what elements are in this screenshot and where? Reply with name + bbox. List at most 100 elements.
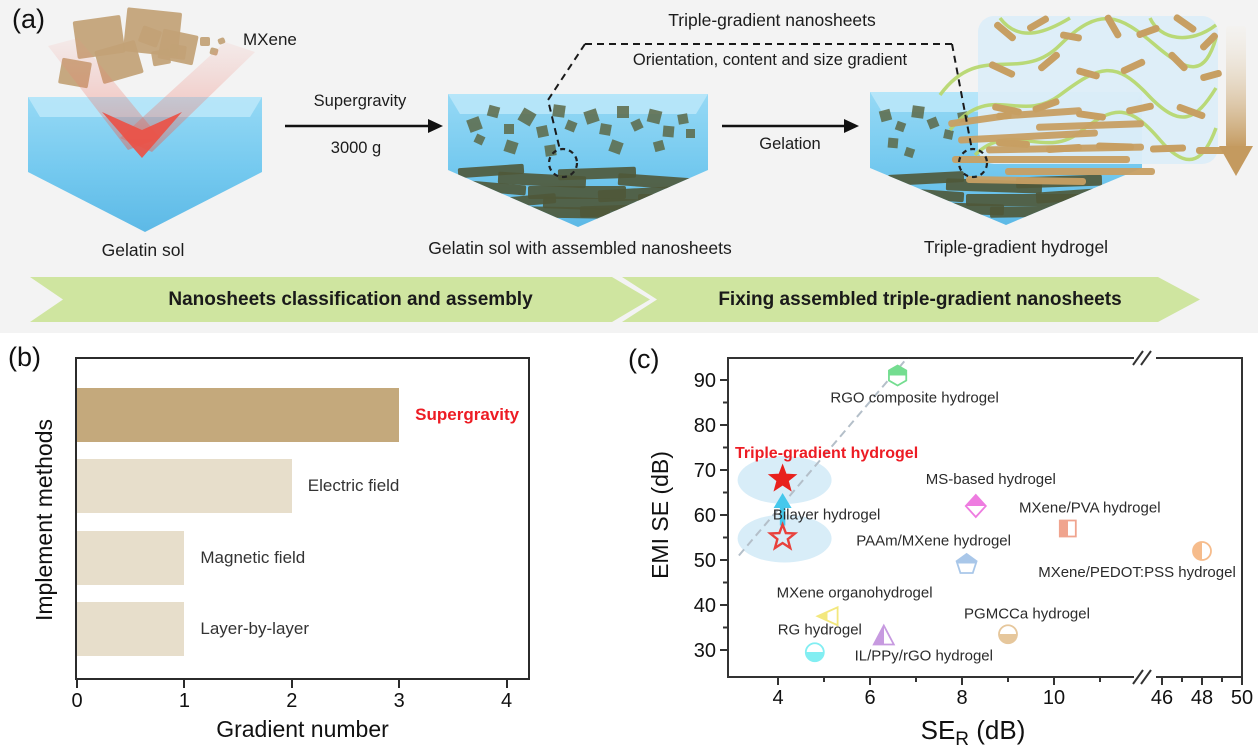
bar-label-layer-by-layer: Layer-by-layer xyxy=(200,618,310,638)
mxene-rod xyxy=(1038,51,1060,72)
point-label-rg-hydrogel: RG hydrogel xyxy=(778,621,862,638)
suspended-nanosheet xyxy=(503,139,519,155)
settled-nanosheet xyxy=(887,171,965,186)
suspended-nanosheet xyxy=(662,125,675,138)
mxene-sheet xyxy=(138,25,162,48)
mxene-rod xyxy=(1032,98,1060,113)
mxene-rod xyxy=(1196,147,1226,154)
point-label-il-ppy-rgo-hydrogel: IL/PPy/rGO hydrogel xyxy=(855,648,993,665)
y-tick-label: 30 xyxy=(694,640,716,662)
x-tick-label: 46 xyxy=(1151,687,1173,709)
suspended-nanosheet xyxy=(466,116,483,133)
bar-label-electric-field: Electric field xyxy=(307,476,400,496)
arrow1-label-bottom: 3000 g xyxy=(330,139,382,157)
scatter-point-il-ppy-rgo-hydrogel xyxy=(872,623,896,646)
banner-left-shape xyxy=(30,277,650,322)
mxene-rod xyxy=(1060,31,1082,42)
polymer-chain xyxy=(998,16,1071,35)
mxene-label: MXene xyxy=(243,30,297,49)
bar-x-tick xyxy=(290,680,293,688)
scatter-plot-frame xyxy=(727,357,1243,678)
suspended-nanosheet xyxy=(535,124,550,139)
suspended-nanosheet xyxy=(894,120,907,133)
point-label-triple-gradient-hydrogel: Triple-gradient hydrogel xyxy=(735,445,918,462)
y-tick-label: 50 xyxy=(694,550,716,572)
scatter-point-ms-based-hydrogel xyxy=(964,493,988,519)
axis-break-mark xyxy=(1132,669,1144,685)
axis-break-mark xyxy=(1140,669,1152,685)
panel-a-letter: (a) xyxy=(12,4,45,34)
mxene-rod xyxy=(1076,110,1106,121)
mxene-sheet xyxy=(151,48,171,67)
suspended-nanosheet xyxy=(486,104,501,119)
suspended-nanosheet xyxy=(911,105,925,119)
suspended-nanosheet xyxy=(608,139,624,155)
suspended-nanosheet xyxy=(926,116,940,130)
banner-right-shape xyxy=(622,277,1200,322)
scatter-xaxis-title: SER (dB) xyxy=(921,715,1026,750)
suspended-nanosheet xyxy=(599,123,612,136)
suspended-nanosheet xyxy=(652,139,666,153)
x-tick-label: 6 xyxy=(864,687,875,709)
point-label-ms-based-hydrogel: MS-based hydrogel xyxy=(926,471,1056,488)
mxene-rod xyxy=(1126,102,1154,115)
scatter-point-mxene-organohydrogel xyxy=(815,605,839,627)
mxene-pour-arrow xyxy=(48,38,255,158)
mxene-rod xyxy=(1136,24,1160,39)
scatter-point-bilayer-hydrogel xyxy=(767,521,799,551)
mxene-rod xyxy=(1104,14,1122,39)
trend-line xyxy=(738,358,909,557)
mxene-rod xyxy=(1176,103,1206,120)
axis-break-mark xyxy=(1132,350,1144,366)
gelation-arrow xyxy=(722,119,859,133)
x-tick-label: 50 xyxy=(1231,687,1253,709)
point-label-mxene-organohydrogel: MXene organohydrogel xyxy=(777,584,933,601)
x-tick-label: 10 xyxy=(1043,687,1065,709)
y-tick-label: 60 xyxy=(694,505,716,527)
point-label-mxene-pva-hydrogel: MXene/PVA hydrogel xyxy=(1019,500,1160,517)
panel-b-letter: (b) xyxy=(8,342,41,372)
y-tick-label: 40 xyxy=(694,595,716,617)
bar-xaxis-title: Gradient number xyxy=(216,716,389,742)
arrow2-label: Gelation xyxy=(759,135,821,153)
suspended-nanosheet xyxy=(686,129,695,138)
scatter-point-pgmcca-hydrogel xyxy=(998,624,1018,645)
callout-title: Triple-gradient nanosheets xyxy=(668,10,876,30)
suspended-nanosheet xyxy=(517,107,537,127)
banner-left-label: Nanosheets classification and assembly xyxy=(168,289,533,310)
settled-nanosheet xyxy=(557,166,637,181)
suspended-nanosheet xyxy=(617,106,629,118)
y-tick-label: 80 xyxy=(694,415,716,437)
x-tick-label: 8 xyxy=(956,687,967,709)
improvement-arrow-head xyxy=(773,493,792,508)
mxene-rod xyxy=(965,176,1087,185)
mxene-rod xyxy=(948,111,1012,128)
zoom-circle-middle xyxy=(547,147,579,179)
bar-x-tick xyxy=(76,680,78,688)
y-tick-label: 90 xyxy=(694,370,716,392)
scatter-point-mxene-pva-hydrogel xyxy=(1058,519,1077,538)
bar-x-tick-label: 2 xyxy=(286,690,298,712)
mxene-rod xyxy=(1168,51,1188,72)
callout-dashes xyxy=(546,43,973,151)
bar-x-tick xyxy=(505,680,508,688)
bar-x-tick xyxy=(183,680,186,688)
mxene-sheet xyxy=(217,37,226,45)
bar-x-tick-label: 0 xyxy=(71,690,83,712)
bar-electric-field xyxy=(77,459,292,514)
suspended-nanosheet xyxy=(646,108,663,125)
scatter-point-paam-mxene-hydrogel xyxy=(955,552,978,574)
process-banners xyxy=(30,277,1200,322)
settled-nanosheet xyxy=(638,194,696,204)
gradient-direction-arrow xyxy=(1219,26,1253,176)
mxene-rod xyxy=(1005,168,1155,175)
highlight-ellipse xyxy=(737,514,832,563)
x-tick-label: 48 xyxy=(1191,687,1213,709)
point-label-mxene-pedot-pss-hydrogel: MXene/PEDOT:PSS hydrogel xyxy=(1038,564,1236,581)
point-label-rgo-composite-hydrogel: RGO composite hydrogel xyxy=(830,390,998,407)
mxene-rod xyxy=(1120,58,1146,75)
x-tick-label: 4 xyxy=(772,687,783,709)
mxene-rod xyxy=(1076,67,1100,80)
mxene-sheet xyxy=(200,37,210,46)
suspended-nanosheet xyxy=(943,129,954,140)
